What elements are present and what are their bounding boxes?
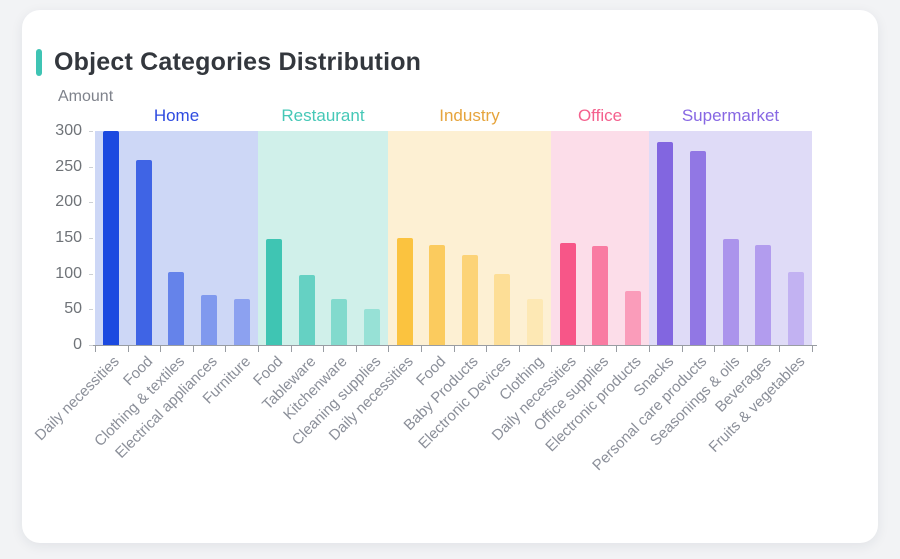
- x-axis-tick: [421, 346, 422, 352]
- y-axis-label: 150: [55, 229, 82, 246]
- bar[interactable]: [266, 239, 282, 345]
- group-label-industry: Industry: [439, 106, 500, 125]
- y-axis-tick: [89, 309, 93, 310]
- x-axis-tick: [356, 346, 357, 352]
- y-axis-tick: [89, 274, 93, 275]
- x-axis-tick: [193, 346, 194, 352]
- x-axis-tick: [454, 346, 455, 352]
- bar[interactable]: [397, 238, 413, 345]
- bar[interactable]: [168, 272, 184, 345]
- bar[interactable]: [364, 309, 380, 345]
- bar[interactable]: [788, 272, 804, 345]
- y-axis-label: 100: [55, 265, 82, 282]
- group-label-supermarket: Supermarket: [681, 106, 780, 125]
- y-axis-tick: [89, 131, 93, 132]
- y-axis-tick: [89, 238, 93, 239]
- title-accent-bar: [36, 49, 42, 76]
- group-label-restaurant: Restaurant: [281, 106, 365, 125]
- x-axis-tick: [682, 346, 683, 352]
- y-axis-tick: [89, 202, 93, 203]
- y-axis-label: 200: [55, 193, 82, 210]
- bar[interactable]: [234, 299, 250, 345]
- y-axis-tick: [89, 167, 93, 168]
- bar[interactable]: [462, 255, 478, 345]
- y-axis-label: 250: [55, 158, 82, 175]
- x-axis-tick: [323, 346, 324, 352]
- y-axis-name: Amount: [58, 88, 114, 105]
- bar[interactable]: [103, 131, 119, 345]
- card-header: Object Categories Distribution: [36, 48, 421, 77]
- bar[interactable]: [429, 245, 445, 345]
- group-label-office: Office: [577, 106, 623, 125]
- y-axis-label: 300: [55, 122, 82, 139]
- x-axis-tick: [812, 346, 813, 352]
- x-axis-tick: [779, 346, 780, 352]
- x-axis-tick: [584, 346, 585, 352]
- x-axis-tick: [649, 346, 650, 352]
- x-axis-tick: [388, 346, 389, 352]
- bar[interactable]: [592, 246, 608, 345]
- x-axis-tick: [128, 346, 129, 352]
- x-axis-tick: [616, 346, 617, 352]
- bar[interactable]: [755, 245, 771, 345]
- x-axis-tick: [486, 346, 487, 352]
- x-axis-line: [93, 345, 817, 346]
- x-axis-tick: [258, 346, 259, 352]
- y-axis-label: 50: [64, 300, 82, 317]
- bar[interactable]: [527, 299, 543, 345]
- bar[interactable]: [136, 160, 152, 345]
- x-axis-tick: [225, 346, 226, 352]
- bar[interactable]: [657, 142, 673, 345]
- bar[interactable]: [331, 299, 347, 345]
- chart-title: Object Categories Distribution: [54, 48, 422, 76]
- y-axis-tick: [89, 345, 93, 346]
- bar[interactable]: [494, 274, 510, 345]
- x-axis-tick: [747, 346, 748, 352]
- group-label-home: Home: [153, 106, 200, 125]
- y-axis-label: 0: [73, 336, 82, 353]
- x-axis-tick: [551, 346, 552, 352]
- bar[interactable]: [723, 239, 739, 345]
- bar[interactable]: [625, 291, 641, 345]
- bar[interactable]: [690, 151, 706, 345]
- x-axis-tick: [95, 346, 96, 352]
- bar[interactable]: [299, 275, 315, 345]
- x-axis-tick: [160, 346, 161, 352]
- x-axis-tick: [291, 346, 292, 352]
- bar[interactable]: [201, 295, 217, 345]
- bar[interactable]: [560, 243, 576, 345]
- x-axis-tick: [519, 346, 520, 352]
- x-axis-tick: [714, 346, 715, 352]
